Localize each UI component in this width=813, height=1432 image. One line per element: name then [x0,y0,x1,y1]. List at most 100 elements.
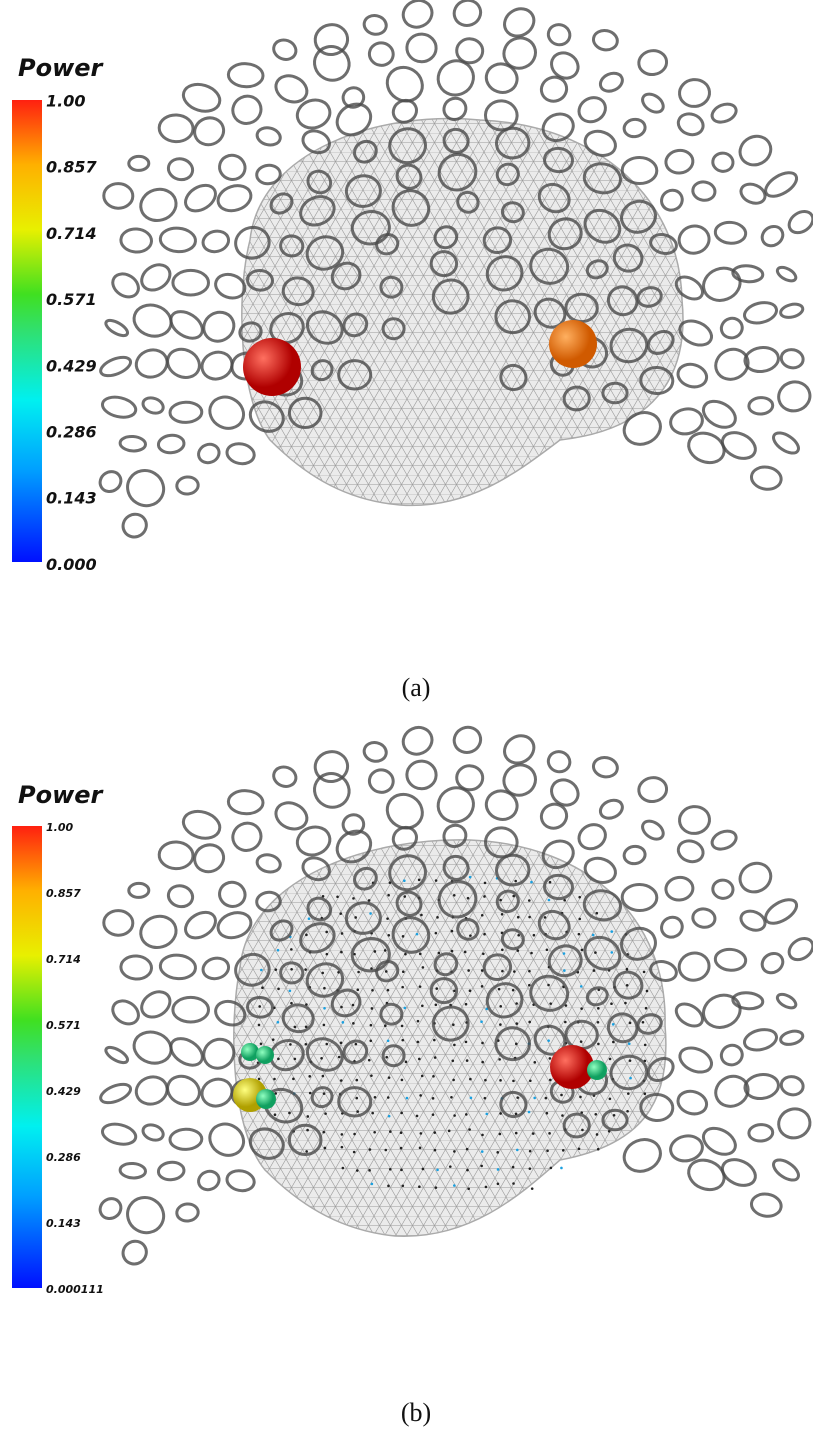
sensor-ring [678,805,711,835]
sensor-ring [218,153,247,181]
sensor-ring [193,116,226,147]
grid-dot [628,1059,632,1062]
sensor-ring [779,1029,805,1046]
grid-dot [548,1078,552,1082]
sensor-ring [395,890,423,917]
grid-dot [544,1096,548,1100]
sensor-ring [433,952,459,977]
grid-dot [434,1003,438,1007]
grid-dot [483,1096,487,1100]
sensor-ring [577,96,607,124]
grid-dot [563,969,566,972]
grid-dot [388,881,392,884]
sensor-ring [731,991,765,1011]
sensor-ring [499,1090,528,1119]
sensor-ring [585,259,609,280]
grid-dot [322,1023,326,1027]
sensor-ring [482,953,513,982]
grid-dot [323,986,326,990]
grid-dot [383,949,387,952]
grid-dot [549,1002,552,1005]
sensor-ring [269,311,305,345]
grid-dot [351,1003,355,1007]
grid-dot [452,1023,455,1027]
sensor-ring [583,208,622,244]
grid-dot [515,1022,519,1025]
grid-dot [514,1112,518,1116]
colorbar-title: Power [18,54,105,82]
sensor-ring [485,982,524,1019]
grid-dot [499,1112,502,1115]
sensor-ring [299,195,336,227]
sensor-ring [126,1196,166,1235]
grid-dot [373,1096,377,1099]
sensor-ring [208,395,246,430]
sensor-ring [641,92,665,114]
grid-dot [483,881,487,885]
grid-dot [355,1096,359,1100]
sensor-ring [775,265,798,283]
grid-dot [415,932,419,936]
sensor-ring [772,1158,800,1182]
sensor-ring [649,960,678,982]
grid-dot [467,969,470,972]
grid-dot [450,929,454,933]
grid-dot [384,970,388,973]
grid-dot [480,1020,483,1023]
sensor-ring [225,1169,256,1193]
sensor-ring [193,843,226,874]
grid-dot [469,934,472,937]
sensor-ring [676,839,705,864]
grid-dot [324,1112,327,1115]
sensor-ring [274,74,309,104]
sensor-ring [111,999,140,1026]
sensor-ring [132,303,173,338]
grid-dot [336,895,339,899]
grid-dot [355,1169,359,1172]
sensor-ring [764,171,799,198]
grid-dot [418,1185,421,1189]
grid-dot [498,1058,501,1061]
sensor-ring [664,875,695,902]
grid-dot [529,1079,532,1083]
sensor-ring [777,380,812,413]
grid-dot [547,983,550,987]
sensor-ring [482,226,513,255]
sensor-ring [391,98,418,124]
sensor-ring [547,217,583,251]
grid-dot [560,1166,563,1170]
sensor-ring [166,1074,201,1106]
grid-dot [416,1040,420,1044]
sensor-ring [452,0,483,28]
sensor-ring [226,62,265,89]
grid-dot [387,933,391,937]
sensor-ring [639,365,675,396]
sensor-ring [181,809,222,840]
sensor-ring [456,917,480,941]
grid-dot [546,1149,549,1153]
colorbar-tick-label: 0.571 [46,290,97,309]
grid-dot [465,1113,468,1116]
sensor-ring [452,725,483,755]
grid-dot [418,985,422,988]
sensor-ring [353,139,378,164]
sensor-ring [779,302,805,319]
sensor-ring [676,362,709,389]
grid-dot [610,1002,613,1005]
grid-dot [321,1074,325,1078]
colorbar-tick-label: 0.429 [46,1085,81,1098]
grid-dot [496,1168,500,1171]
grid-dot [325,952,329,956]
colorbar-tick-label: 1.00 [46,92,85,111]
colorbar-tick-label: 0.000111 [46,1283,104,1296]
grid-dot [465,1147,469,1151]
colorbar-tick-label: 0.286 [46,423,97,442]
grid-dot [325,1042,329,1046]
grid-dot [499,1079,502,1082]
sensor-ring [344,901,382,935]
grid-dot [530,1187,534,1190]
sensor-ring [337,1086,373,1118]
sensor-ring [636,1013,663,1035]
sensor-ring [200,1077,234,1108]
grid-dot [561,1114,564,1117]
